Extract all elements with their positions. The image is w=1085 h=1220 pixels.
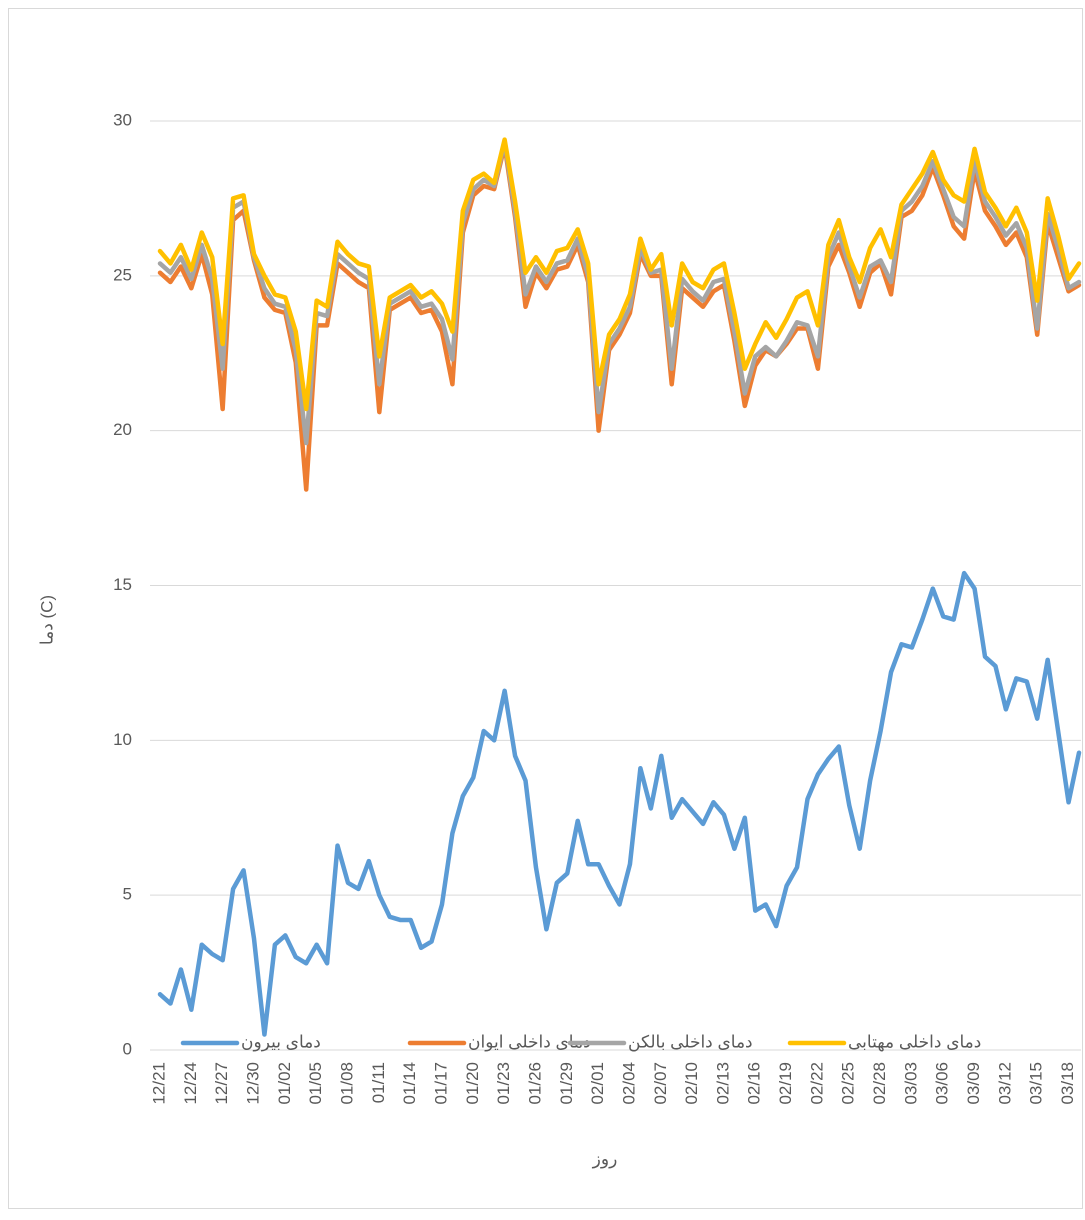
x-tick-label: 02/10: [682, 1062, 701, 1105]
x-tick-label: 12/27: [212, 1062, 231, 1105]
x-tick-label: 03/06: [933, 1062, 952, 1105]
x-tick-label: 01/02: [275, 1062, 294, 1105]
x-tick-label: 02/07: [651, 1062, 670, 1105]
x-tick-label: 01/05: [306, 1062, 325, 1105]
y-tick-label: 25: [113, 265, 132, 284]
y-axis-label: دما (C): [37, 595, 56, 645]
legend-label: دمای داخلی مهتابی: [848, 1032, 981, 1052]
y-tick-label: 0: [123, 1039, 132, 1058]
x-tick-label: 03/03: [901, 1062, 920, 1105]
y-tick-label: 20: [113, 420, 132, 439]
x-tick-label: 02/13: [713, 1062, 732, 1105]
y-tick-label: 10: [113, 730, 132, 749]
series-line: [157, 137, 1082, 412]
x-tick-label: 01/14: [400, 1062, 419, 1105]
x-tick-label: 02/19: [776, 1062, 795, 1105]
x-tick-label: 01/17: [431, 1062, 450, 1105]
x-tick-label: 02/01: [588, 1062, 607, 1105]
x-tick-label: 02/04: [619, 1062, 638, 1105]
x-tick-label: 03/09: [964, 1062, 983, 1105]
x-tick-label: 12/24: [181, 1062, 200, 1105]
legend-label: دمای داخلی بالکن: [628, 1032, 753, 1051]
x-tick-label: 02/22: [807, 1062, 826, 1105]
x-tick-label: 01/11: [369, 1062, 388, 1103]
x-tick-label: 03/12: [995, 1062, 1014, 1105]
x-tick-label: 01/29: [557, 1062, 576, 1105]
x-tick-label: 02/25: [839, 1062, 858, 1105]
x-tick-label: 03/18: [1058, 1062, 1077, 1105]
x-axis-label: روز: [592, 1149, 618, 1168]
x-tick-label: 02/28: [870, 1062, 889, 1105]
y-tick-label: 5: [123, 885, 132, 904]
x-tick-label: 01/26: [525, 1062, 544, 1105]
y-tick-label: 30: [113, 110, 132, 129]
x-tick-label: 03/15: [1027, 1062, 1046, 1105]
x-tick-label: 01/20: [463, 1062, 482, 1105]
x-tick-label: 02/16: [745, 1062, 764, 1105]
series-line: [157, 570, 1082, 1037]
legend-label: دمای بیرون: [241, 1032, 321, 1051]
legend-label: دمای داخلی ایوان: [468, 1032, 591, 1051]
x-tick-label: 12/30: [243, 1062, 262, 1105]
x-tick-label: 01/08: [337, 1062, 356, 1105]
x-tick-label: 12/21: [149, 1062, 168, 1105]
y-tick-label: 15: [113, 575, 132, 594]
x-tick-label: 01/23: [494, 1062, 513, 1105]
